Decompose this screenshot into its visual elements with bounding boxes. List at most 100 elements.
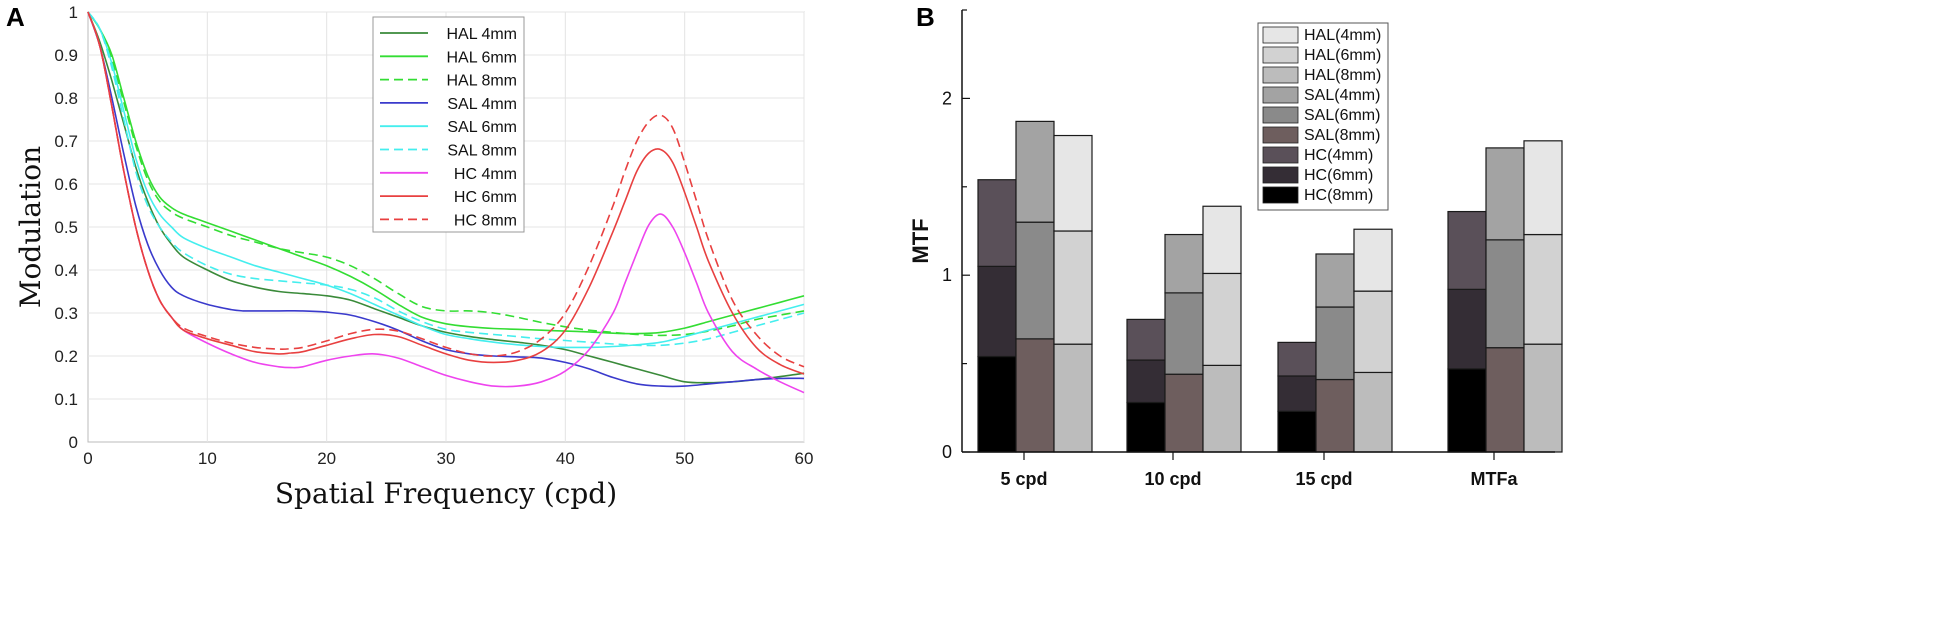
series-line-sal-4mm [87, 11, 805, 388]
series-line-hc-8mm [87, 11, 805, 368]
bar-segment-10-cpd-hal-4mm [1202, 205, 1242, 275]
legend-a: HAL 4mm HAL 6mm HAL 8mm SAL 4mm SAL 6mm SAL 8… [372, 16, 525, 233]
bar-segment-10-cpd-hc-4mm [1126, 318, 1166, 361]
legend-a-label-hal-6mm: HAL 6mm [446, 49, 517, 66]
bar-segment-mtfa-sal-6mm [1485, 239, 1525, 349]
bar-segment-10-cpd-hal-8mm [1202, 364, 1242, 453]
category-label-5-cpd: 5 cpd [1000, 469, 1047, 489]
bar-segment-10-cpd-hal-6mm [1202, 272, 1242, 366]
y-tick-label-a: 0.1 [54, 390, 78, 409]
y-tick-label-a: 0 [69, 433, 78, 452]
category-label-15-cpd: 15 cpd [1295, 469, 1352, 489]
plot-a-ticks: 0 10 20 30 40 50 60 0 0.1 0.2 0.3 0.4 0.5 0.6 0.7 0.8 0.… [54, 3, 813, 468]
plot-b-bars [977, 120, 1563, 453]
legend-b-label-hc-8mm: HC(8mm) [1304, 187, 1373, 204]
series-line-hal-8mm [87, 11, 805, 337]
series-line-sal-6mm [87, 11, 805, 349]
y-tick-label-a: 0.5 [54, 218, 78, 237]
bar-segment-mtfa-sal-4mm [1485, 147, 1525, 241]
y-tick-label-a: 0.2 [54, 347, 78, 366]
legend-b-swatch-hc-8mm [1262, 186, 1299, 204]
panel-b-letter: B [916, 2, 935, 32]
legend-b-swatch-sal-8mm [1262, 126, 1299, 144]
x-tick-label-a: 30 [437, 449, 456, 468]
plot-b-axes: 0 1 2 5 cpd 10 cpd 15 cpd MTFa [942, 9, 1555, 489]
series-line-sal-8mm [87, 11, 805, 347]
category-label-mtfa: MTFa [1471, 469, 1519, 489]
legend-b-label-sal-8mm: SAL(8mm) [1304, 127, 1380, 144]
bar-segment-15-cpd-hc-4mm [1277, 341, 1317, 377]
legend-a-label-hc-6mm: HC 6mm [454, 189, 517, 206]
bar-segment-mtfa-hc-6mm [1447, 288, 1487, 370]
bar-segment-15-cpd-hal-8mm [1353, 371, 1393, 453]
legend-b: HAL(4mm) HAL(6mm) HAL(8mm) SAL(4mm) SAL(6mm)… [1257, 22, 1389, 211]
bar-segment-5-cpd-hal-4mm [1053, 134, 1093, 232]
legend-b-label-sal-4mm: SAL(4mm) [1304, 87, 1380, 104]
series-line-hal-4mm [87, 11, 805, 384]
legend-a-label-hc-4mm: HC 4mm [454, 166, 517, 183]
y-tick-label-a: 0.9 [54, 46, 78, 65]
bar-segment-10-cpd-hc-6mm [1126, 359, 1166, 404]
bar-segment-mtfa-hc-8mm [1447, 368, 1487, 453]
bar-segment-5-cpd-sal-6mm [1015, 221, 1055, 340]
legend-b-label-sal-6mm: SAL(6mm) [1304, 107, 1380, 124]
bar-segment-10-cpd-sal-6mm [1164, 292, 1204, 375]
series-line-hal-6mm [87, 11, 805, 335]
y-tick-label-b: 0 [942, 442, 952, 462]
bar-segment-15-cpd-sal-6mm [1315, 306, 1355, 381]
legend-a-label-hal-8mm: HAL 8mm [446, 73, 517, 90]
legend-a-label-sal-6mm: SAL 6mm [447, 119, 517, 136]
bar-segment-mtfa-sal-8mm [1485, 347, 1525, 453]
legend-a-label-sal-8mm: SAL 8mm [447, 143, 517, 160]
bar-segment-15-cpd-hc-8mm [1277, 410, 1317, 453]
bar-segment-15-cpd-hal-6mm [1353, 290, 1393, 374]
x-tick-label-a: 10 [198, 449, 217, 468]
panel-a: A 0 10 20 30 40 50 60 0 0.1 0.2 0.3 0.4 0.5 0.6 0.7 0.8… [6, 2, 813, 510]
bar-segment-10-cpd-sal-8mm [1164, 373, 1204, 453]
y-tick-label-a: 1 [69, 3, 78, 22]
bar-segment-15-cpd-sal-4mm [1315, 253, 1355, 308]
bar-segment-mtfa-hal-6mm [1523, 233, 1563, 345]
legend-a-label-sal-4mm: SAL 4mm [447, 96, 517, 113]
bar-segment-5-cpd-hc-6mm [977, 265, 1017, 358]
bar-segment-5-cpd-hal-6mm [1053, 230, 1093, 345]
y-axis-label-a: Modulation [14, 146, 47, 308]
y-tick-label-a: 0.8 [54, 89, 78, 108]
bar-segment-15-cpd-hal-4mm [1353, 228, 1393, 292]
bar-segment-10-cpd-sal-4mm [1164, 233, 1204, 294]
legend-b-swatch-sal-4mm [1262, 86, 1299, 104]
y-tick-label-a: 0.6 [54, 175, 78, 194]
x-tick-label-a: 0 [83, 449, 92, 468]
plot-a-series [87, 11, 805, 394]
legend-b-swatch-sal-6mm [1262, 106, 1299, 124]
legend-b-swatch-hc-4mm [1262, 146, 1299, 164]
legend-b-label-hc-4mm: HC(4mm) [1304, 147, 1373, 164]
y-axis-label-b: MTF [908, 218, 933, 263]
x-tick-label-a: 20 [317, 449, 336, 468]
series-line-hc-6mm [87, 11, 805, 375]
legend-b-label-hc-6mm: HC(6mm) [1304, 167, 1373, 184]
legend-b-label-hal-8mm: HAL(8mm) [1304, 67, 1381, 84]
bar-segment-5-cpd-sal-8mm [1015, 338, 1055, 453]
category-label-10-cpd: 10 cpd [1144, 469, 1201, 489]
bar-segment-mtfa-hc-4mm [1447, 210, 1487, 290]
legend-a-label-hal-4mm: HAL 4mm [446, 26, 517, 43]
bar-segment-10-cpd-hc-8mm [1126, 401, 1166, 453]
legend-b-label-hal-6mm: HAL(6mm) [1304, 47, 1381, 64]
bar-segment-5-cpd-hal-8mm [1053, 343, 1093, 453]
bar-segment-mtfa-hal-4mm [1523, 140, 1563, 236]
x-tick-label-a: 60 [795, 449, 814, 468]
bar-segment-5-cpd-sal-4mm [1015, 120, 1055, 223]
x-axis-label-a: Spatial Frequency (cpd) [275, 477, 617, 510]
legend-b-swatch-hal-8mm [1262, 66, 1299, 84]
bar-segment-mtfa-hal-8mm [1523, 343, 1563, 453]
y-tick-label-a: 0.3 [54, 304, 78, 323]
panel-a-letter: A [6, 2, 25, 32]
legend-b-label-hal-4mm: HAL(4mm) [1304, 27, 1381, 44]
y-tick-label-a: 0.7 [54, 132, 78, 151]
legend-a-label-hc-8mm: HC 8mm [454, 212, 517, 229]
bar-segment-15-cpd-hc-6mm [1277, 375, 1317, 412]
bar-segment-15-cpd-sal-8mm [1315, 378, 1355, 453]
